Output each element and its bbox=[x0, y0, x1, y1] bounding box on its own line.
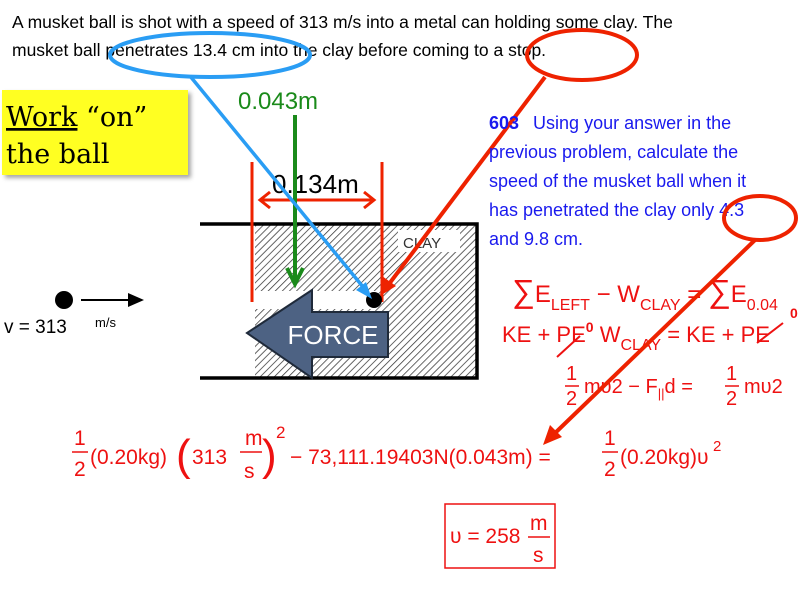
question-line-2: previous problem, calculate the bbox=[489, 142, 738, 162]
callout-work: Work bbox=[6, 102, 78, 133]
equation-2: KE + PE0 WCLAY = KE + PE bbox=[502, 319, 770, 354]
blue-pointer-head bbox=[356, 282, 372, 299]
svg-text:2: 2 bbox=[726, 388, 737, 410]
svg-text:1: 1 bbox=[566, 363, 577, 385]
svg-text:Work “on”: Work “on” bbox=[6, 102, 147, 133]
can-walls bbox=[200, 222, 479, 380]
equation-2-zero: 0 bbox=[790, 305, 798, 321]
callout-line-2: the ball bbox=[6, 139, 109, 170]
question-line-1: Using your answer in the bbox=[533, 113, 731, 133]
svg-text:313: 313 bbox=[192, 446, 227, 469]
svg-text:2: 2 bbox=[276, 423, 285, 442]
force-label: FORCE bbox=[288, 320, 379, 350]
red-pointer-head-2 bbox=[543, 425, 562, 445]
velocity-arrow-head bbox=[128, 293, 144, 307]
answer-unit-m: m bbox=[530, 512, 548, 535]
svg-text:): ) bbox=[262, 431, 277, 480]
penetration-channel bbox=[255, 291, 377, 309]
problem-line-2: musket ball penetrates 13.4 cm into the … bbox=[12, 40, 546, 60]
green-arrow bbox=[285, 115, 305, 289]
red-highlight-ellipse-2 bbox=[722, 194, 798, 242]
svg-text:(: ( bbox=[176, 431, 191, 480]
answer-unit-s: s bbox=[533, 544, 544, 567]
force-arrow: FORCE bbox=[245, 288, 389, 380]
answer-value: υ = 258 bbox=[450, 525, 520, 548]
energy-equations: ∑ELEFT − WCLAY = ∑E0.04 KE + PE0 WCLAY =… bbox=[502, 273, 798, 410]
question-line-5: and 9.8 cm. bbox=[489, 229, 583, 249]
svg-text:2: 2 bbox=[604, 458, 616, 481]
svg-text:(0.20kg): (0.20kg) bbox=[90, 446, 167, 469]
svg-text:s: s bbox=[244, 460, 255, 483]
problem-line-1: A musket ball is shot with a speed of 31… bbox=[12, 12, 673, 32]
green-distance-label: 0.043m bbox=[238, 88, 318, 115]
velocity-label: v = 313 bbox=[4, 317, 67, 338]
red-pointer-head bbox=[380, 276, 396, 296]
red-pointer-line bbox=[384, 75, 547, 290]
red-highlight-ellipse bbox=[525, 28, 639, 82]
blue-highlight-ellipse bbox=[108, 31, 312, 79]
equation-3: 1 2 mυ2 − F||d = 1 2 mυ2 bbox=[565, 363, 783, 410]
svg-text:1: 1 bbox=[604, 427, 616, 450]
clay-label: CLAY bbox=[403, 235, 441, 252]
red-pointer-line-2 bbox=[550, 238, 757, 438]
clay-label-bg bbox=[398, 230, 460, 252]
question-line-3: speed of the musket ball when it bbox=[489, 171, 746, 191]
callout-on: “on” bbox=[77, 102, 147, 133]
question-line-4: has penetrated the clay only 4.3 bbox=[489, 200, 744, 220]
cancel-arrow-left bbox=[556, 335, 581, 358]
equation-1: ∑ELEFT − WCLAY = ∑E0.04 bbox=[512, 273, 778, 314]
velocity-unit: m/s bbox=[95, 315, 116, 330]
svg-text:mυ2: mυ2 bbox=[744, 376, 783, 398]
musket-ball bbox=[55, 291, 73, 309]
svg-text:1: 1 bbox=[726, 363, 737, 385]
svg-text:1: 1 bbox=[74, 427, 86, 450]
svg-text:m: m bbox=[245, 427, 263, 450]
answer-box: υ = 258 m s bbox=[444, 503, 556, 569]
work-on-ball-callout: Work “on” the ball bbox=[2, 90, 188, 175]
svg-text:2: 2 bbox=[74, 458, 86, 481]
svg-text:2: 2 bbox=[713, 438, 721, 455]
main-equation: 1 2 (0.20kg) ( 313 m s ) 2 − 73,111.1940… bbox=[72, 423, 721, 483]
cancel-arrow-right bbox=[756, 322, 784, 344]
blue-pointer-line bbox=[188, 74, 370, 295]
question-number: 603 bbox=[489, 113, 519, 133]
svg-text:− 73,111.19403N(0.043m) =: − 73,111.19403N(0.043m) = bbox=[290, 446, 551, 469]
svg-text:(0.20kg)υ: (0.20kg)υ bbox=[620, 446, 709, 469]
svg-text:2: 2 bbox=[566, 388, 577, 410]
question: 603 Using your answer in the previous pro… bbox=[489, 113, 746, 249]
